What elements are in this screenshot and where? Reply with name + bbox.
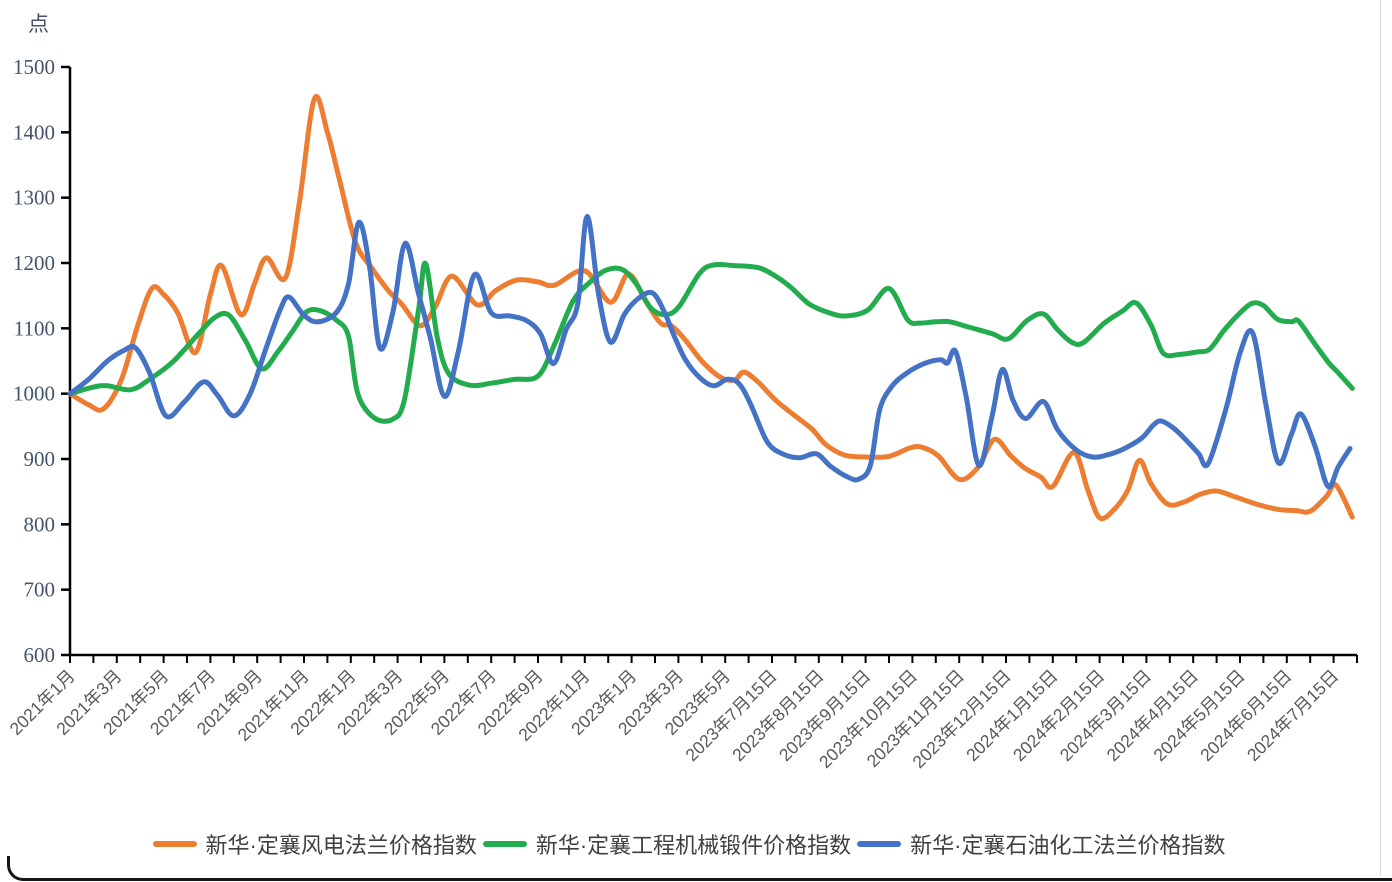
legend-swatch-2 [857,841,902,847]
y-tick-label: 1000 [13,382,55,406]
y-tick-label: 700 [24,578,56,602]
y-tick-label: 1300 [13,186,55,210]
y-tick-label: 900 [24,447,56,471]
series-line-2 [67,214,1353,490]
legend-label-2: 新华·定襄石油化工法兰价格指数 [910,833,1226,858]
series-line-1 [67,260,1355,424]
legend-label-0: 新华·定襄风电法兰价格指数 [205,833,477,858]
right-edge-divider [1380,0,1381,876]
legend-swatch-1 [482,841,527,847]
y-tick-label: 1100 [14,316,55,340]
y-tick-label: 1500 [13,55,55,79]
y-tick-label: 600 [24,643,56,667]
y-tick-label: 1200 [13,251,55,275]
legend-item-2: 新华·定襄石油化工法兰价格指数 [857,828,1225,860]
legend-item-0: 新华·定襄风电法兰价格指数 [152,828,477,860]
legend-swatch-0 [152,841,197,847]
y-tick-label: 1400 [13,120,55,144]
y-axis-unit-label: 点 [28,13,50,36]
chart-legend: 新华·定襄风电法兰价格指数 新华·定襄工程机械锻件价格指数 新华·定襄石油化工法兰价… [0,828,1378,860]
legend-item-1: 新华·定襄工程机械锻件价格指数 [482,828,852,860]
y-tick-label: 800 [24,512,56,536]
series-line-0 [67,94,1355,522]
legend-label-1: 新华·定襄工程机械锻件价格指数 [535,833,852,858]
